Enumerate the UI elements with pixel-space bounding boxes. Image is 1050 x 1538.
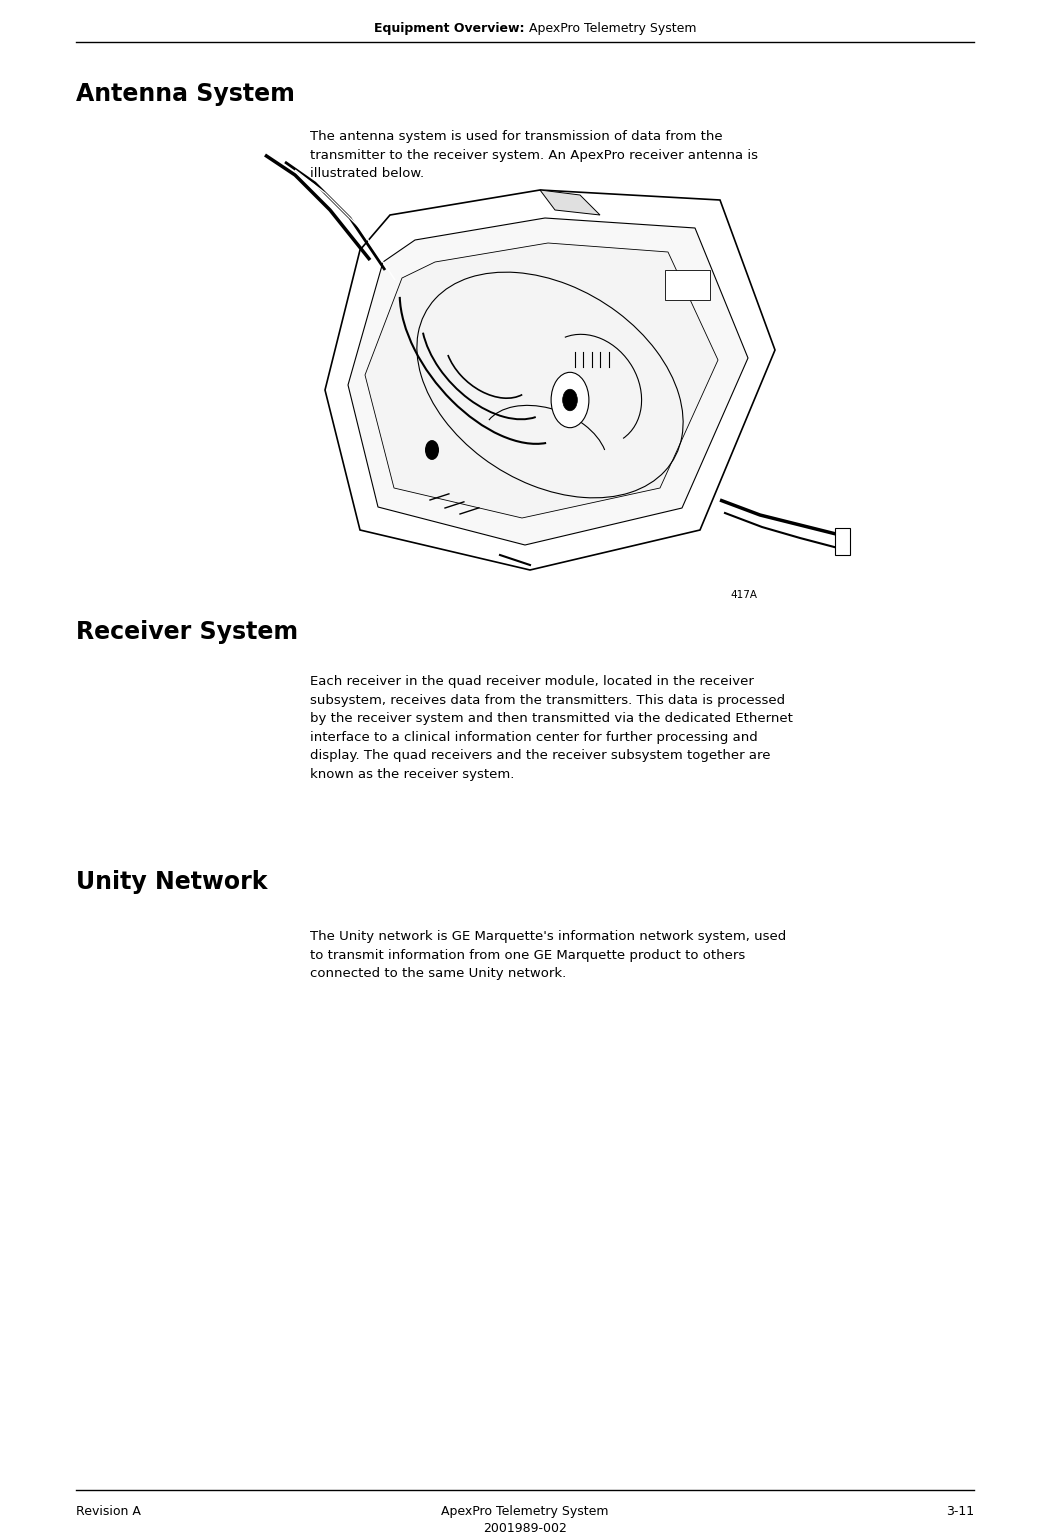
Text: Revision A: Revision A [76,1506,141,1518]
Text: Receiver System: Receiver System [76,620,298,644]
Polygon shape [326,191,775,571]
Text: ApexPro Telemetry System: ApexPro Telemetry System [525,22,696,35]
Polygon shape [348,218,748,544]
Text: Unity Network: Unity Network [76,871,267,894]
Text: 417A: 417A [730,591,757,600]
Text: The Unity network is GE Marquette's information network system, used
to transmit: The Unity network is GE Marquette's info… [310,930,786,980]
Circle shape [551,372,589,428]
Text: Each receiver in the quad receiver module, located in the receiver
subsystem, re: Each receiver in the quad receiver modul… [310,675,793,780]
Text: The antenna system is used for transmission of data from the
transmitter to the : The antenna system is used for transmiss… [310,131,758,180]
Text: Equipment Overview:: Equipment Overview: [375,22,525,35]
Bar [665,271,710,300]
Circle shape [425,441,438,460]
Text: 3-11: 3-11 [946,1506,974,1518]
Polygon shape [835,528,850,555]
Circle shape [563,389,578,411]
Polygon shape [365,243,718,518]
Text: ApexPro Telemetry System
2001989-002: ApexPro Telemetry System 2001989-002 [441,1506,609,1535]
Polygon shape [540,191,600,215]
Text: Antenna System: Antenna System [76,82,294,106]
